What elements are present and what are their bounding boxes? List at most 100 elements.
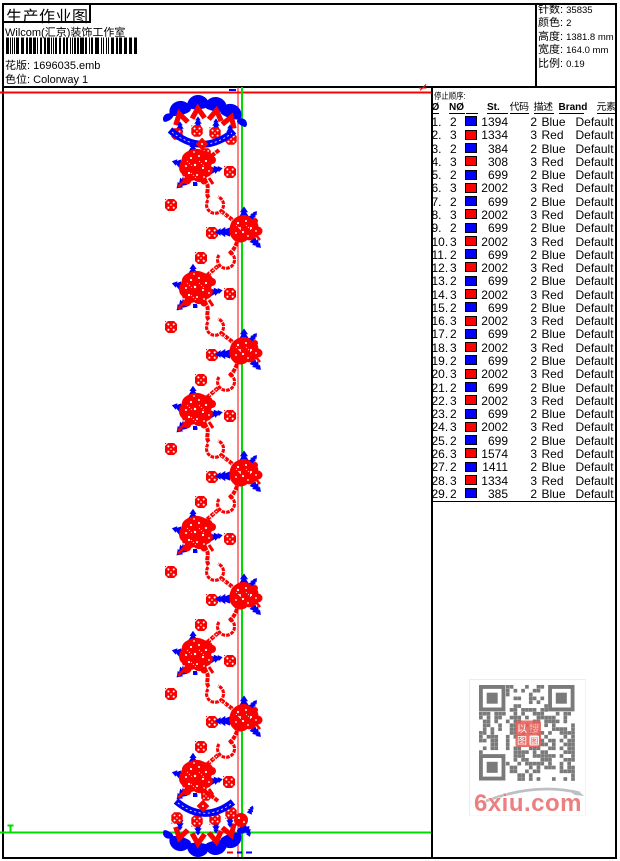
color-swatch [465,209,477,220]
table-row[interactable]: 16. 3 2002 3 Red Default [0,314,620,329]
scale-line: 比例: 0.19 [538,58,614,71]
thread-brand: Default [575,433,614,448]
color-description: Red [541,314,564,329]
table-row[interactable]: 21. 2 699 2 Blue Default [0,380,620,395]
color-code: 3 [530,340,537,355]
info-panel-divider [535,3,537,87]
width-line: 宽度: 164.0 mm [538,44,614,57]
thread-brand: Default [575,128,614,143]
color-swatch [465,474,477,485]
needle-number: 3 [450,287,457,302]
needle-number: 2 [450,407,457,422]
table-row[interactable]: 23. 2 699 2 Blue Default [0,407,620,422]
page-border [2,3,617,859]
row-number: 14. [431,287,449,302]
table-row[interactable]: 25. 2 699 2 Blue Default [0,433,620,448]
color-swatch [465,262,477,273]
stitch-count: 699 [487,407,508,422]
thread-brand: Default [575,380,614,395]
color-code: 3 [530,234,537,249]
table-row[interactable]: 17. 2 699 2 Blue Default [0,327,620,341]
table-row[interactable]: 1. 2 1394 2 Blue Default [0,115,620,129]
header-band-divider [2,86,617,88]
table-row[interactable]: 24. 3 2002 3 Red Default [0,420,620,435]
table-row[interactable]: 22. 3 2002 3 Red Default [0,393,620,408]
design-info-panel: 针数: 35835 颜色: 2 高度: 1381.8 mm 宽度: 164.0 … [538,4,614,71]
row-number: 28. [431,473,449,488]
color-count-label: 颜色: [538,17,564,30]
color-code: 2 [530,194,537,209]
stitch-count: 385 [487,486,508,501]
thread-brand: Default [575,194,614,209]
needle-number: 3 [450,207,457,222]
row-number: 11. [431,247,448,262]
color-code: 2 [530,354,537,369]
stitch-count: 699 [487,380,508,395]
table-row[interactable]: 28. 3 1334 3 Red Default [0,473,620,488]
stitch-count: 699 [487,221,508,236]
color-code: 3 [530,128,537,143]
col-header-swatch [465,102,478,114]
height-line: 高度: 1381.8 mm [538,31,614,44]
thread-brand: Default [575,261,614,276]
table-row[interactable]: 6. 3 2002 3 Red Default [0,181,620,196]
table-row[interactable]: 11. 2 699 2 Blue Default [0,247,620,262]
stitch-count: 2002 [481,420,508,435]
col-header-element: 元素 [596,102,616,114]
row-number: 5. [431,168,442,183]
color-swatch [465,196,477,207]
row-number: 29. [431,486,449,501]
color-code: 3 [530,473,537,488]
thread-brand: Default [575,234,614,249]
colorway-label: 色位: [5,74,31,86]
stitch-count: 1574 [481,447,508,461]
table-row[interactable]: 12. 3 2002 3 Red Default [0,261,620,276]
needle-number: 3 [450,393,457,408]
design-table-divider [431,86,433,859]
color-code: 2 [530,486,537,501]
row-number: 19. [431,354,449,369]
table-row[interactable]: 3. 2 384 2 Blue Default [0,142,620,156]
table-row[interactable]: 26. 3 1574 3 Red Default [0,447,620,461]
stitch-count: 2002 [481,287,508,302]
stop-sequence-title: 停止顺序: [434,91,466,101]
table-row[interactable]: 18. 3 2002 3 Red Default [0,340,620,355]
thread-brand: Default [575,207,614,222]
stitch-count: 2002 [481,393,508,408]
color-swatch [465,182,477,193]
table-row[interactable]: 27. 2 1411 2 Blue Default [0,460,620,474]
thread-brand: Default [575,393,614,408]
color-swatch [465,421,477,432]
table-row[interactable]: 14. 3 2002 3 Red Default [0,287,620,302]
table-row[interactable]: 4. 3 308 3 Red Default [0,155,620,169]
table-row[interactable]: 29. 2 385 2 Blue Default [0,486,620,501]
table-row[interactable]: 7. 2 699 2 Blue Default [0,194,620,209]
color-description: Blue [541,194,566,209]
color-description: Red [541,234,564,249]
color-swatch [465,249,477,260]
table-row[interactable]: 13. 2 699 2 Blue Default [0,274,620,288]
watermark-card [469,679,586,816]
needle-number: 3 [450,128,457,143]
page-title: 生产作业图 [6,9,89,26]
col-header-code: 代码 [509,102,529,114]
color-swatch [465,156,477,167]
needle-number: 2 [450,194,457,209]
table-row[interactable]: 15. 2 699 2 Blue Default [0,301,620,315]
needle-number: 3 [450,181,457,196]
table-row[interactable]: 9. 2 699 2 Blue Default [0,221,620,236]
stitch-count-line: 针数: 35835 [538,4,614,17]
color-description: Red [541,447,564,461]
color-description: Red [541,393,564,408]
table-row[interactable]: 5. 2 699 2 Blue Default [0,168,620,183]
color-swatch [465,408,477,419]
table-row[interactable]: 2. 3 1334 3 Red Default [0,128,620,143]
stitch-count: 699 [487,354,508,369]
stitch-count: 699 [487,433,508,448]
table-row[interactable]: 10. 3 2002 3 Red Default [0,234,620,249]
table-row[interactable]: 8. 3 2002 3 Red Default [0,207,620,222]
table-row[interactable]: 19. 2 699 2 Blue Default [0,354,620,369]
thread-brand: Default [575,407,614,422]
color-swatch [465,488,477,499]
table-row[interactable]: 20. 3 2002 3 Red Default [0,367,620,381]
